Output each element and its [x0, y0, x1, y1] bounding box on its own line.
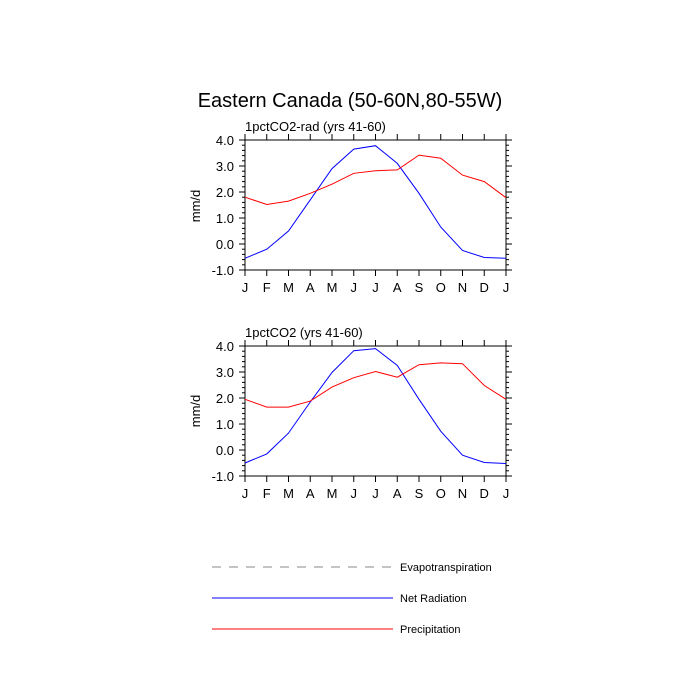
series-line-net-radiation [244, 145, 507, 259]
x-tick-label: M [327, 280, 338, 295]
x-tick-label: N [458, 280, 467, 295]
y-axis-label: mm/d [188, 190, 203, 223]
legend: Evapotranspiration Net Radiation Precipi… [212, 562, 492, 636]
x-tick-label: O [436, 486, 446, 501]
x-tick-label: N [458, 486, 467, 501]
series-line-precipitation [244, 362, 507, 408]
legend-label: Evapotranspiration [400, 562, 492, 574]
x-tick-label: J [351, 280, 358, 295]
panel-bottom: 1pctCO2 (yrs 41-60) mm/d J F M A M J J A S O N D J4.… [188, 325, 512, 501]
x-tick-label: A [393, 486, 402, 501]
x-tick-label: J [503, 280, 510, 295]
y-tick-label: 0.0 [216, 237, 234, 252]
plot-frame [244, 139, 507, 271]
x-tick-label: S [415, 280, 424, 295]
x-tick-label: M [283, 486, 294, 501]
x-tick-label: S [415, 486, 424, 501]
x-tick-label: F [263, 486, 271, 501]
x-tick-label: J [242, 280, 249, 295]
legend-label: Net Radiation [400, 593, 467, 605]
y-tick-label: 4.0 [216, 133, 234, 148]
x-tick-label: M [327, 486, 338, 501]
x-tick-label: J [503, 486, 510, 501]
panel-title: 1pctCO2-rad (yrs 41-60) [245, 119, 386, 134]
x-tick-label: O [436, 280, 446, 295]
series-line-precipitation [244, 154, 507, 206]
y-tick-label: 4.0 [216, 339, 234, 354]
x-tick-label: A [393, 280, 402, 295]
y-tick-label: -1.0 [212, 469, 234, 484]
y-tick-label: 3.0 [216, 159, 234, 174]
x-tick-label: J [242, 486, 249, 501]
x-tick-label: J [351, 486, 358, 501]
y-tick-label: 1.0 [216, 211, 234, 226]
chart-title: Eastern Canada (50-60N,80-55W) [198, 90, 503, 112]
x-tick-label: D [480, 280, 489, 295]
y-tick-label: 0.0 [216, 443, 234, 458]
y-tick-label: 1.0 [216, 417, 234, 432]
x-tick-label: D [480, 486, 489, 501]
x-tick-label: J [372, 280, 379, 295]
x-tick-label: A [306, 280, 315, 295]
x-tick-label: A [306, 486, 315, 501]
y-tick-label: 2.0 [216, 185, 234, 200]
x-tick-label: F [263, 280, 271, 295]
panel-title: 1pctCO2 (yrs 41-60) [245, 325, 363, 340]
series-line-net-radiation [244, 348, 507, 464]
x-tick-label: J [372, 486, 379, 501]
y-tick-label: -1.0 [212, 263, 234, 278]
x-tick-label: M [283, 280, 294, 295]
y-axis-label: mm/d [188, 395, 203, 428]
y-tick-label: 2.0 [216, 391, 234, 406]
y-tick-label: 3.0 [216, 365, 234, 380]
legend-label: Precipitation [400, 624, 461, 636]
